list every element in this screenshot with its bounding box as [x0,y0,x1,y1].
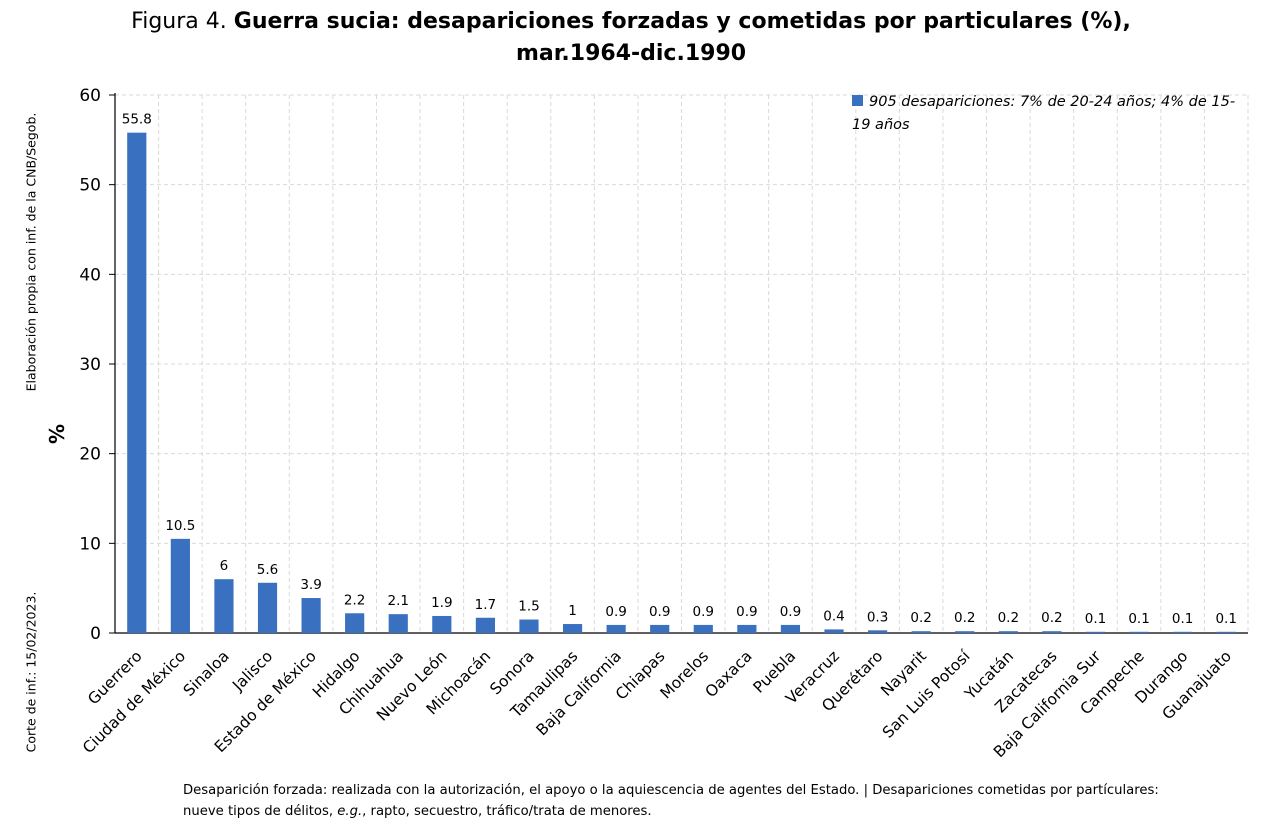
chart-title: Figura 4. Guerra sucia: desapariciones f… [0,6,1262,70]
data-label: 6 [220,558,229,574]
bar [1042,631,1062,633]
data-label: 5.6 [257,562,278,578]
data-label: 2.1 [388,593,409,609]
bar [214,579,234,633]
data-label: 0.3 [867,609,888,625]
bar [737,624,757,633]
bar [257,582,278,633]
data-label: 0.2 [998,610,1019,626]
data-label: 0.1 [1128,611,1149,627]
title-line-2: mar.1964-dic.1990 [515,41,747,66]
bars [127,132,1236,633]
data-label: 0.2 [1041,610,1062,626]
y-tick-label: 20 [79,445,101,465]
data-label: 0.9 [605,604,626,620]
y-tick-label: 10 [79,534,101,554]
data-label: 1.7 [475,597,496,613]
data-label: 55.8 [122,112,152,128]
x-tick-label: Sinaloa [180,647,233,700]
data-label: 0.4 [823,608,844,624]
bar [519,619,539,633]
bar [693,624,713,633]
y-tick-label: 60 [79,86,101,106]
footnote-part-1: Desaparición forzada: realizada con la a… [183,783,1159,819]
legend: 905 desapariciones: 7% de 20-24 años; 4%… [852,91,1252,137]
data-label: 0.1 [1215,611,1236,627]
title-prefix: Figura 4. [131,9,227,34]
footnote-part-2: , rapto, secuestro, tráfico/trata de men… [362,804,652,819]
data-label: 0.9 [693,604,714,620]
bar [170,538,190,633]
bar [650,624,670,633]
bar [301,598,321,633]
bar [606,624,626,633]
data-labels: 55.8 10.5 6 5.6 3.9 2.2 2.1 1.9 1.7 1.5 1 0.9 0.9 0.9… [122,112,1237,627]
bar [998,631,1018,633]
bar [1129,631,1149,633]
legend-label: 905 desapariciones: 7% de 20-24 años; 4%… [852,94,1236,133]
data-label: 0.9 [649,604,670,620]
bar [780,624,801,633]
data-label: 1.9 [431,595,452,611]
bar [388,614,408,633]
bar [432,615,452,633]
bar [955,631,975,633]
bar [1173,631,1193,633]
axes [109,93,1248,634]
y-tick-label: 40 [79,265,101,285]
x-tick-label: Morelos [657,647,712,702]
bar [824,629,844,633]
legend-swatch [852,95,863,106]
bar [1085,631,1106,633]
bar [1216,631,1236,633]
data-label: 0.2 [954,610,975,626]
data-label: 0.9 [736,604,757,620]
y-tick-label: 0 [90,624,101,644]
data-label: 1.5 [518,599,539,615]
bar [345,613,365,633]
data-label: 0.2 [910,610,931,626]
y-tick-label: 50 [79,176,101,196]
x-tick-label: Oaxaca [702,647,756,701]
gridlines [115,94,1249,633]
data-label: 0.9 [780,604,801,620]
bar [562,624,583,633]
data-label: 1 [568,603,577,619]
bar [911,631,931,633]
title-line-1: Figura 4. Guerra sucia: desapariciones f… [0,6,1262,38]
data-label: 10.5 [165,518,195,534]
y-tick-label: 30 [79,355,101,375]
footnote-eg: e.g. [337,804,363,819]
data-label: 0.1 [1085,611,1106,627]
bar [868,630,888,633]
bar [127,132,147,633]
data-label: 2.2 [344,592,365,608]
data-label: 0.1 [1172,611,1193,627]
data-label: 3.9 [300,577,321,593]
title-main: Guerra sucia: desapariciones forzadas y … [233,9,1131,34]
bar [475,617,495,633]
footnote: Desaparición forzada: realizada con la a… [183,780,1203,822]
